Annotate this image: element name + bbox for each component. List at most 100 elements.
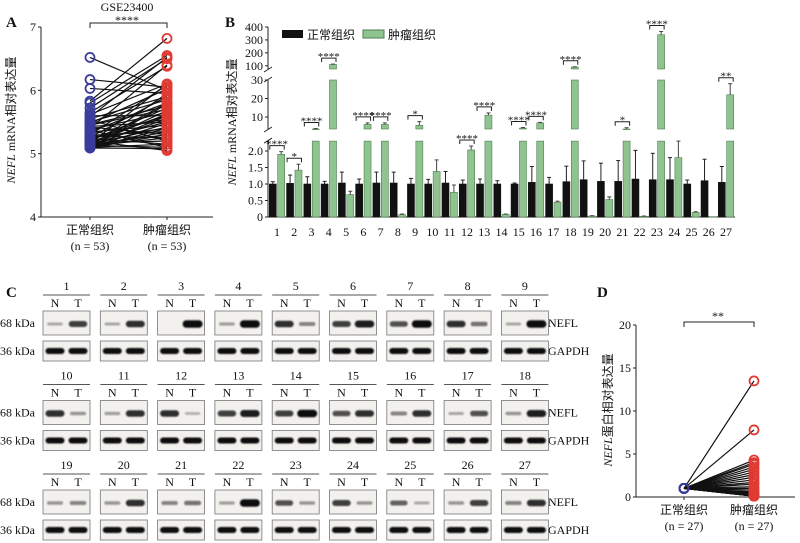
lane-label-n: N — [452, 386, 461, 400]
bar-tumor — [415, 125, 424, 130]
sample-number: 26 — [462, 458, 474, 472]
bar-tumor — [570, 79, 579, 130]
protein-band — [414, 501, 430, 505]
protein-band — [125, 499, 145, 507]
bar-tumor — [519, 140, 527, 218]
bar-tumor — [329, 64, 337, 70]
lane-label-t: T — [74, 296, 82, 310]
bar-normal — [717, 182, 726, 218]
protein-band — [217, 527, 237, 533]
axis-break-mark — [263, 126, 273, 133]
significance-bracket — [407, 115, 423, 120]
y-tick-label: 0.5 — [248, 194, 263, 208]
x-tick-label: 27 — [720, 225, 732, 239]
protein-band — [469, 500, 489, 506]
protein-band — [239, 499, 260, 507]
blot-gapdh — [500, 340, 549, 362]
significance-label: * — [292, 151, 298, 163]
blot-nefl — [443, 489, 492, 515]
bar-normal — [458, 183, 467, 218]
x-tick-label: 25 — [685, 225, 697, 239]
x-tick-label: 5 — [343, 225, 349, 239]
x-label-normal-n: (n = 53) — [71, 239, 110, 253]
blot-gapdh — [99, 340, 148, 362]
blot-gapdh — [42, 430, 91, 451]
bar-tumor — [691, 212, 700, 218]
protein-band — [125, 437, 145, 444]
blot-nefl — [157, 489, 206, 515]
data-point-tumor — [161, 98, 173, 110]
protein-band — [505, 501, 522, 505]
protein-band — [45, 410, 65, 417]
blot-gapdh — [42, 519, 91, 541]
protein-label-nefl: NEFL — [548, 495, 578, 509]
x-tick-label: 24 — [668, 225, 680, 239]
lane-label-n: N — [509, 475, 518, 489]
lane-label-n: N — [51, 475, 60, 489]
sample-number: 12 — [175, 369, 187, 383]
bar-normal — [579, 179, 588, 218]
significance-bracket — [372, 116, 389, 121]
x-tick-label: 12 — [461, 225, 473, 239]
lane-label-t: T — [418, 475, 426, 489]
protein-band — [446, 437, 466, 444]
protein-band — [297, 348, 317, 354]
y-tick-label: 300 — [245, 33, 263, 47]
lane-label-t: T — [304, 386, 312, 400]
protein-band — [240, 410, 260, 417]
pair-line — [89, 122, 168, 148]
protein-band — [45, 437, 65, 444]
bar-tumor — [363, 140, 372, 218]
x-tick-label: 4 — [326, 225, 332, 239]
protein-band — [104, 411, 121, 416]
blot-nefl — [42, 310, 91, 336]
x-tick-label: 2 — [291, 225, 297, 239]
significance-bracket — [683, 321, 755, 327]
y-tick-label: 1.5 — [248, 161, 263, 175]
blot-gapdh — [329, 430, 377, 451]
blot-membrane — [500, 519, 549, 541]
protein-band — [412, 410, 432, 417]
blot-nefl — [443, 400, 492, 425]
lane-label-n: N — [280, 296, 289, 310]
legend-swatch-tumor — [362, 29, 385, 39]
significance-label: **** — [352, 110, 374, 122]
blot-membrane — [500, 430, 549, 451]
lane-label-t: T — [246, 475, 254, 489]
marker-label-68kda: 68 kDa — [0, 495, 36, 509]
blot-nefl — [214, 400, 263, 425]
blot-gapdh — [329, 340, 377, 362]
protein-band — [183, 527, 203, 533]
lane-label-n: N — [394, 386, 403, 400]
sample-number: 16 — [404, 369, 416, 383]
y-axis-label: NEFL mRNA相对表达量 — [4, 56, 18, 184]
bar-tumor — [381, 140, 389, 218]
bar-tumor — [484, 140, 493, 218]
bar-tumor — [415, 140, 424, 218]
blot-membrane — [42, 340, 91, 362]
lane-label-n: N — [509, 386, 518, 400]
blot-membrane — [157, 430, 206, 451]
protein-band — [45, 348, 65, 354]
bar-normal — [268, 183, 277, 218]
blot-membrane — [271, 430, 320, 451]
protein-band — [446, 527, 466, 533]
protein-band — [298, 322, 316, 326]
lane-label-n: N — [280, 386, 289, 400]
protein-band — [274, 320, 294, 328]
protein-band — [160, 437, 180, 444]
bar-tumor — [622, 140, 631, 218]
bar-tumor — [709, 216, 717, 218]
lane-label-t: T — [189, 475, 197, 489]
lane-label-t: T — [74, 386, 82, 400]
sample-number: 2 — [121, 279, 127, 293]
blot-nefl — [386, 310, 435, 336]
pair-line — [89, 87, 168, 95]
x-label-normal: 正常组织 — [66, 223, 114, 237]
blot-membrane — [329, 430, 377, 451]
significance-label: * — [620, 115, 626, 127]
blot-membrane — [214, 519, 263, 541]
protein-band — [274, 348, 294, 354]
bar-tumor — [329, 140, 337, 218]
sample-number: 27 — [519, 458, 531, 472]
